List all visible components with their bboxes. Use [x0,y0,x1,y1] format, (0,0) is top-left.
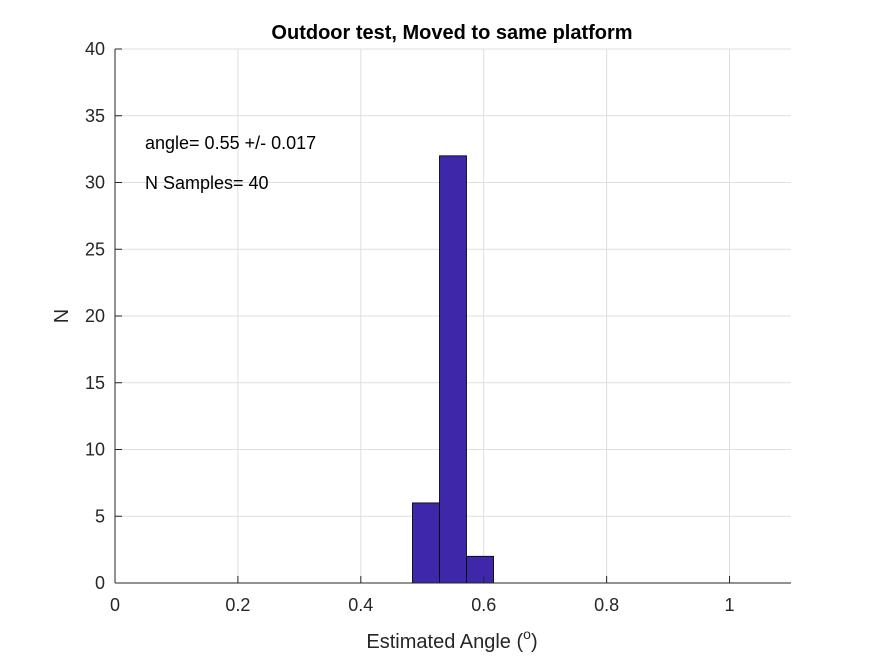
histogram-bars [412,155,494,584]
x-tick-label-1: 0.2 [225,595,250,615]
x-axis-label: Estimated Angle (o) [366,626,537,653]
x-tick-label-3: 0.6 [471,595,496,615]
y-tick-label-3: 15 [85,373,105,393]
y-tick-label-6: 30 [85,173,105,193]
histogram-bar-2 [466,555,494,584]
x-axis-label-superscript: o [523,626,531,642]
y-tick-label-5: 25 [85,239,105,259]
y-tick-label-8: 40 [85,39,105,59]
y-tick-label-1: 5 [95,506,105,526]
annotation-n-samples: N Samples= 40 [145,173,269,193]
y-axis-label: N [51,309,73,323]
histogram-bar-1 [439,155,467,584]
y-tick-label-7: 35 [85,106,105,126]
x-tick-label-2: 0.4 [348,595,373,615]
axes [114,48,791,584]
histogram-bar-0 [412,502,440,584]
y-tick-label-2: 10 [85,440,105,460]
annotation-angle: angle= 0.55 +/- 0.017 [145,133,316,153]
y-tick-label-4: 20 [85,306,105,326]
x-tick-label-0: 0 [110,595,120,615]
x-tick-label-5: 1 [725,595,735,615]
y-tick-label-0: 0 [95,573,105,593]
x-tick-label-4: 0.8 [594,595,619,615]
chart-title: Outdoor test, Moved to same platform [271,22,632,44]
